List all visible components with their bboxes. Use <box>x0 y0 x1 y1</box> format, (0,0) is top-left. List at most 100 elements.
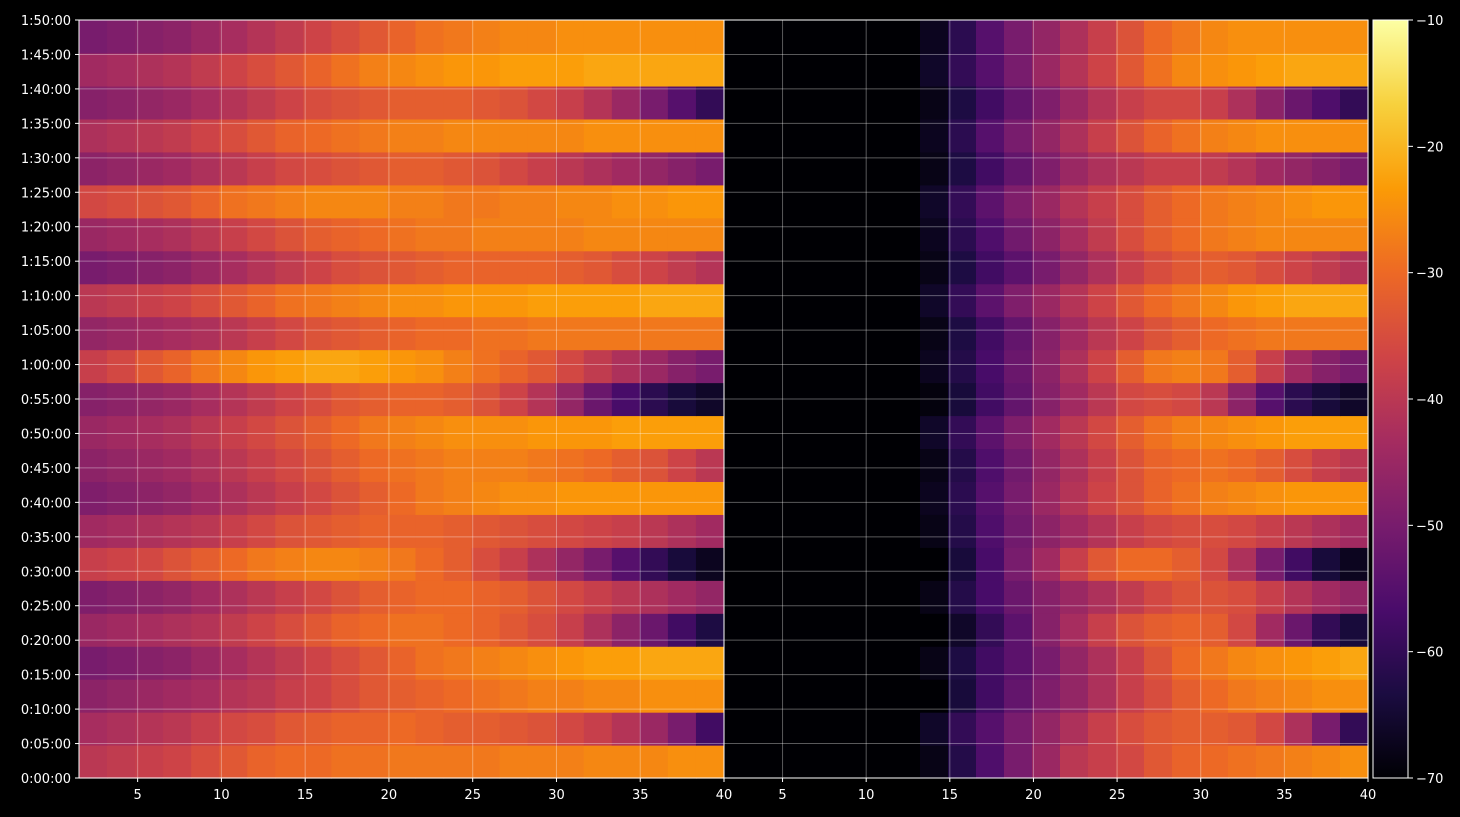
heatmap-cell <box>1172 745 1201 779</box>
heatmap-cell <box>275 547 304 581</box>
heatmap-cell <box>107 52 136 87</box>
heatmap-cell <box>920 613 949 647</box>
x-tick-label: 40 <box>716 788 733 803</box>
heatmap-cell <box>555 250 585 285</box>
heatmap-cell <box>780 448 809 482</box>
y-tick-label: 0:15:00 <box>21 669 71 684</box>
heatmap-cell <box>331 217 361 252</box>
heatmap-cell <box>892 679 921 713</box>
heatmap-cell <box>695 514 725 548</box>
x-tick-label: 20 <box>381 788 398 803</box>
y-tick-label: 0:55:00 <box>21 393 71 408</box>
heatmap-cell <box>107 712 136 746</box>
heatmap-cell <box>1200 52 1229 87</box>
heatmap-cell <box>695 151 725 186</box>
heatmap-cell <box>695 415 725 450</box>
heatmap-cell <box>163 151 192 186</box>
heatmap-cell <box>724 283 753 318</box>
heatmap-cell <box>1060 382 1089 417</box>
heatmap-cell <box>555 514 585 548</box>
heatmap-cell <box>695 745 725 779</box>
heatmap-cell <box>724 20 753 54</box>
heatmap-cell <box>780 85 809 120</box>
heatmap-cell <box>359 448 389 482</box>
heatmap-cell <box>639 151 669 186</box>
heatmap-cell <box>1172 481 1201 515</box>
heatmap-cell <box>920 85 949 120</box>
heatmap-cell <box>976 283 1005 318</box>
heatmap-cell <box>1116 184 1145 219</box>
heatmap-cell <box>892 217 921 252</box>
heatmap-cell <box>275 679 304 713</box>
heatmap-cell <box>1228 52 1257 87</box>
heatmap-cell <box>1088 20 1117 54</box>
heatmap-cell <box>976 580 1005 614</box>
heatmap-cell <box>1312 415 1341 450</box>
heatmap-cell <box>135 679 164 713</box>
heatmap-cell <box>752 514 781 548</box>
heatmap-cell <box>583 283 613 318</box>
heatmap-cell <box>555 52 585 87</box>
heatmap-cell <box>191 415 220 450</box>
heatmap-cell <box>1228 547 1257 581</box>
heatmap-cell <box>443 184 473 219</box>
heatmap-cell <box>1340 184 1369 219</box>
heatmap-cell <box>667 646 697 680</box>
heatmap-cell <box>808 679 837 713</box>
heatmap-cell <box>247 613 276 647</box>
heatmap-cell <box>1032 250 1061 285</box>
heatmap-cell <box>79 679 108 713</box>
heatmap-cell <box>639 20 669 54</box>
heatmap-cell <box>135 184 164 219</box>
heatmap-cell <box>443 646 473 680</box>
heatmap-cell <box>443 547 473 581</box>
heatmap-cell <box>808 712 837 746</box>
heatmap-cell <box>836 679 865 713</box>
heatmap-cell <box>303 151 332 186</box>
heatmap-cell <box>303 547 332 581</box>
heatmap-cell <box>864 20 893 54</box>
colorbar: −70 −60 −50 −40 −30 −20 −10 <box>1372 14 1443 787</box>
heatmap-cell <box>667 547 697 581</box>
heatmap-cell <box>1116 712 1145 746</box>
heatmap-cell <box>527 250 557 285</box>
heatmap-cell <box>219 151 248 186</box>
heatmap-cell <box>808 481 837 515</box>
colorbar-tick-label: −30 <box>1416 267 1443 282</box>
y-tick-label: 1:30:00 <box>21 152 71 167</box>
heatmap-cell <box>79 85 108 120</box>
heatmap-cell <box>499 415 529 450</box>
heatmap-cell <box>780 481 809 515</box>
heatmap-cell <box>219 514 248 548</box>
heatmap-cell <box>667 118 697 153</box>
heatmap-cell <box>275 646 304 680</box>
heatmap-cell <box>1032 514 1061 548</box>
heatmap-cell <box>752 20 781 54</box>
heatmap-cell <box>1340 712 1369 746</box>
heatmap-cell <box>752 151 781 186</box>
heatmap-cell <box>499 250 529 285</box>
heatmap-cell <box>415 52 445 87</box>
heatmap-cell <box>443 745 473 779</box>
heatmap-cell <box>1088 85 1117 120</box>
heatmap-cell <box>611 712 641 746</box>
heatmap-cell <box>1284 217 1313 252</box>
heatmap-cell <box>920 679 949 713</box>
heatmap-cell <box>303 514 332 548</box>
heatmap-cell <box>1004 349 1033 384</box>
heatmap-cell <box>275 712 304 746</box>
heatmap-cell <box>331 745 361 779</box>
heatmap-cell <box>303 184 332 219</box>
heatmap-cell <box>920 349 949 384</box>
heatmap-cell <box>1032 679 1061 713</box>
heatmap-cell <box>163 20 192 54</box>
heatmap-cell <box>1284 52 1313 87</box>
heatmap-cell <box>331 118 361 153</box>
heatmap-cell <box>1340 514 1369 548</box>
heatmap-cell <box>1004 184 1033 219</box>
heatmap-cell <box>107 547 136 581</box>
heatmap-cell <box>1312 118 1341 153</box>
heatmap-cell <box>836 217 865 252</box>
heatmap-cell <box>724 151 753 186</box>
heatmap-cell <box>780 547 809 581</box>
